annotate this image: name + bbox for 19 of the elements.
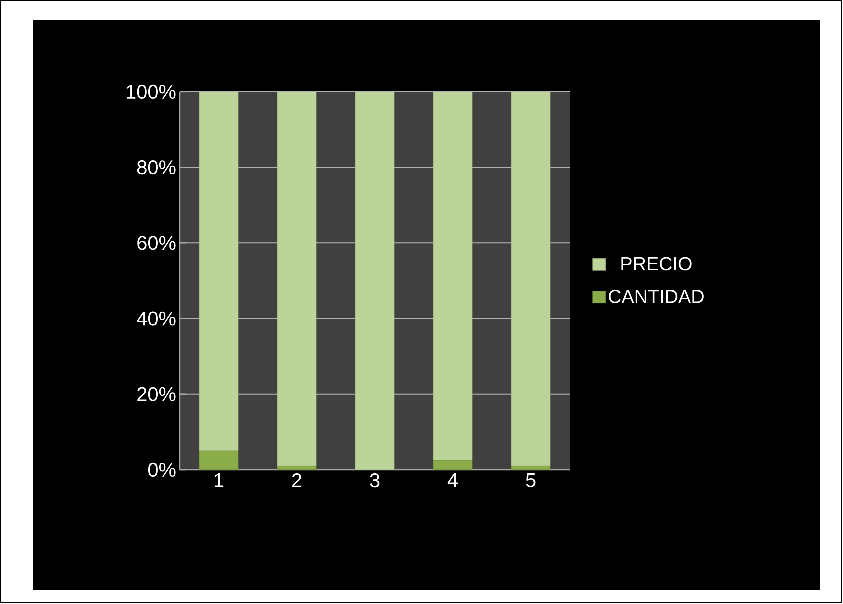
bar (277, 92, 317, 466)
y-tick-label: 0% (148, 462, 176, 478)
bar (199, 92, 239, 452)
x-tick-label: 3 (370, 474, 380, 488)
y-tick-label: 60% (138, 236, 176, 250)
y-tick-label: 100% (127, 84, 176, 100)
bar (199, 450, 239, 470)
y-tick-label: 20% (138, 387, 176, 402)
y-tick-label: 40% (137, 312, 176, 326)
x-tick-label: 5 (526, 474, 536, 488)
x-tick-label: 2 (292, 474, 302, 488)
legend-label: CANTIDAD (609, 290, 704, 304)
x-tick-label: 1 (214, 474, 224, 488)
bar (433, 92, 473, 461)
legend-label: PRECIO (622, 257, 692, 271)
y-tick-label: 80% (137, 160, 176, 175)
x-tick-label: 4 (448, 474, 458, 488)
bar (355, 92, 395, 470)
bar (511, 92, 551, 466)
